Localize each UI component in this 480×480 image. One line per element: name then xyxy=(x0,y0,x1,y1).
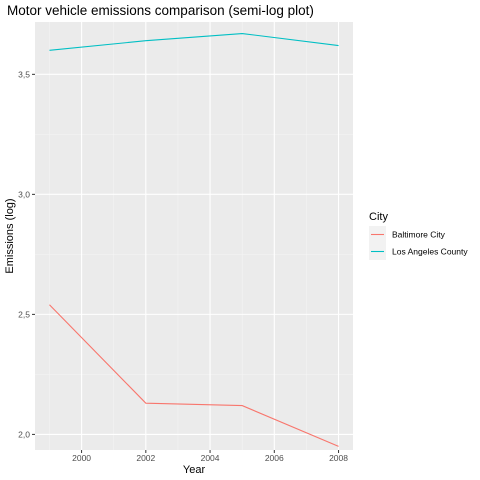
x-tick-label: 2008 xyxy=(329,453,348,463)
y-tick-label: 3,0 xyxy=(18,189,30,199)
x-tick-label: 2000 xyxy=(72,453,91,463)
x-axis: 2000 2002 2004 2006 2008 xyxy=(72,450,348,463)
series-lines xyxy=(49,32,339,447)
series-line-los-angeles-county xyxy=(49,32,339,51)
chart-title: Motor vehicle emissions comparison (semi… xyxy=(7,3,314,18)
y-axis: 2,0 2,5 3,0 3,5 xyxy=(18,69,35,439)
series-line-baltimore-city xyxy=(49,304,339,447)
plot-panel xyxy=(35,22,353,450)
y-tick-label: 3,5 xyxy=(18,69,30,79)
x-tick-label: 2004 xyxy=(201,453,220,463)
x-tick-label: 2006 xyxy=(265,453,284,463)
x-tick-label: 2002 xyxy=(136,453,155,463)
major-gridlines xyxy=(35,22,353,450)
y-axis-title: Emissions (log) xyxy=(4,198,16,273)
legend-label: Baltimore City xyxy=(392,230,446,240)
minor-gridlines xyxy=(35,22,353,450)
legend-label: Los Angeles County xyxy=(392,247,468,257)
y-tick-label: 2,0 xyxy=(18,429,30,439)
y-tick-label: 2,5 xyxy=(18,309,30,319)
legend-title: City xyxy=(369,211,388,223)
x-axis-title: Year xyxy=(183,464,206,476)
legend: City Baltimore City Los Angeles County xyxy=(369,211,468,260)
